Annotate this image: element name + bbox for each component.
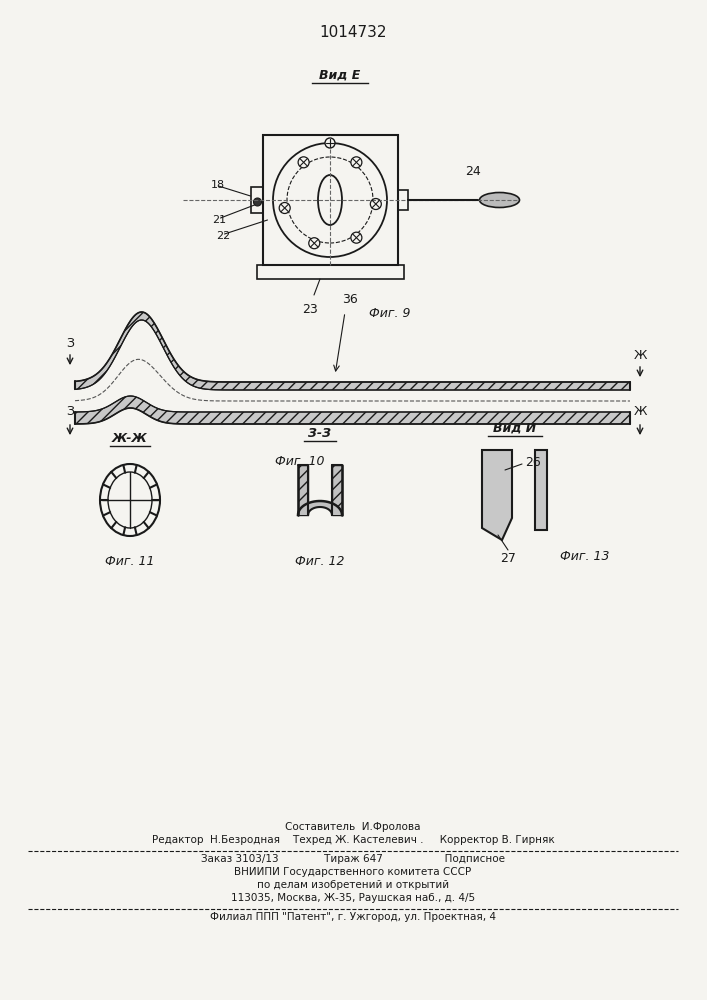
Text: Фиг. 10: Фиг. 10 xyxy=(275,455,325,468)
Text: Вид И: Вид И xyxy=(493,422,537,435)
Circle shape xyxy=(254,198,262,206)
Polygon shape xyxy=(75,312,630,390)
Text: 21: 21 xyxy=(213,215,227,225)
Text: 1014732: 1014732 xyxy=(320,25,387,40)
Text: 26: 26 xyxy=(525,456,541,468)
Polygon shape xyxy=(298,465,308,515)
Text: Ж-Ж: Ж-Ж xyxy=(112,432,148,445)
Text: З: З xyxy=(66,405,74,418)
Text: 18: 18 xyxy=(211,180,225,190)
Text: Составитель  И.Фролова: Составитель И.Фролова xyxy=(285,822,421,832)
Polygon shape xyxy=(298,501,342,515)
Bar xyxy=(257,265,404,279)
Polygon shape xyxy=(75,396,630,424)
Text: Ж: Ж xyxy=(633,349,647,362)
Text: Ж: Ж xyxy=(633,405,647,418)
Bar xyxy=(397,190,407,210)
Circle shape xyxy=(351,157,362,168)
Text: З: З xyxy=(66,337,74,350)
Text: 24: 24 xyxy=(465,165,481,178)
Text: Вид Е: Вид Е xyxy=(320,69,361,82)
Circle shape xyxy=(298,157,309,168)
Text: 23: 23 xyxy=(302,303,318,316)
Polygon shape xyxy=(482,450,512,540)
Text: 36: 36 xyxy=(342,293,358,306)
Circle shape xyxy=(279,202,290,213)
Text: ВНИИПИ Государственного комитета СССР: ВНИИПИ Государственного комитета СССР xyxy=(235,867,472,877)
Circle shape xyxy=(370,199,381,210)
Bar xyxy=(535,450,547,530)
Circle shape xyxy=(309,238,320,249)
Text: Редактор  Н.Безродная    Техред Ж. Кастелевич .     Корректор В. Гирняк: Редактор Н.Безродная Техред Ж. Кастелеви… xyxy=(151,835,554,845)
Text: З-З: З-З xyxy=(308,427,332,440)
Text: Фиг. 9: Фиг. 9 xyxy=(369,307,411,320)
Text: по делам изобретений и открытий: по делам изобретений и открытий xyxy=(257,880,449,890)
Text: Заказ 3103/13              Тираж 647                   Подписное: Заказ 3103/13 Тираж 647 Подписное xyxy=(201,854,505,864)
Polygon shape xyxy=(332,465,342,515)
Text: Фиг. 11: Фиг. 11 xyxy=(105,555,155,568)
Text: Филиал ППП "Патент", г. Ужгород, ул. Проектная, 4: Филиал ППП "Патент", г. Ужгород, ул. Про… xyxy=(210,912,496,922)
Text: 113035, Москва, Ж-35, Раушская наб., д. 4/5: 113035, Москва, Ж-35, Раушская наб., д. … xyxy=(231,893,475,903)
Text: Фиг. 13: Фиг. 13 xyxy=(560,550,609,563)
Ellipse shape xyxy=(479,192,520,208)
Text: 22: 22 xyxy=(216,231,230,241)
Bar xyxy=(262,135,397,265)
Bar xyxy=(250,187,262,213)
Text: Фиг. 12: Фиг. 12 xyxy=(296,555,345,568)
Circle shape xyxy=(351,232,362,243)
Text: 27: 27 xyxy=(500,552,516,565)
Circle shape xyxy=(325,138,335,148)
